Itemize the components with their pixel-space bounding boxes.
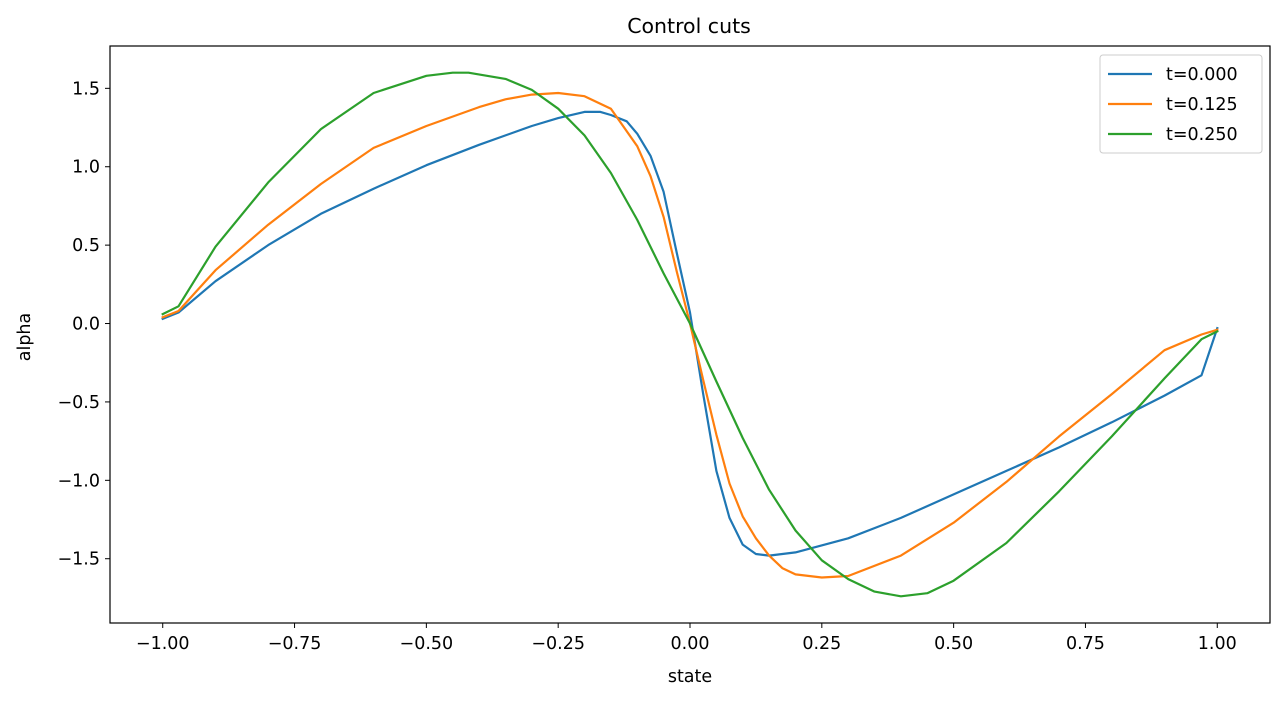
y-tick-label: −0.5 <box>58 393 101 413</box>
x-tick-label: 0.50 <box>934 634 973 654</box>
y-tick-label: 0.5 <box>72 236 100 256</box>
y-tick-label: 1.0 <box>72 158 100 178</box>
plot-area <box>109 45 1271 624</box>
x-tick-label: −1.00 <box>136 634 190 654</box>
y-axis: 1.5 1.0 0.5 0.0 −0.5 −1.0 −1.5 <box>58 79 110 570</box>
legend-label: t=0.125 <box>1166 95 1238 115</box>
y-axis-label: alpha <box>15 313 35 362</box>
y-tick-label: −1.0 <box>58 471 101 491</box>
x-tick-label: −0.50 <box>400 634 454 654</box>
y-tick-label: 1.5 <box>72 79 100 99</box>
series-line-1 <box>161 110 1219 557</box>
x-tick-label: −0.25 <box>531 634 585 654</box>
x-tick-label: 0.25 <box>802 634 841 654</box>
legend-frame <box>1099 54 1263 154</box>
x-axis: −1.00 −0.75 −0.50 −0.25 0.00 0.25 0.50 0.75 1.00 <box>136 623 1237 654</box>
series-layer <box>161 71 1219 598</box>
legend: t=0.000 t=0.125 t=0.250 <box>1099 54 1263 154</box>
series-line-3 <box>161 71 1219 598</box>
legend-label: t=0.250 <box>1166 125 1238 145</box>
plot-frame <box>109 45 1271 624</box>
series-line-2 <box>161 91 1219 579</box>
chart-title: Control cuts <box>627 14 751 38</box>
legend-label: t=0.000 <box>1166 65 1238 85</box>
x-tick-label: 0.00 <box>671 634 710 654</box>
x-axis-label: state <box>668 667 712 687</box>
y-tick-label: 0.0 <box>72 315 100 335</box>
legend-items: t=0.000 t=0.125 t=0.250 <box>1108 65 1238 145</box>
y-tick-label: −1.5 <box>58 550 101 570</box>
x-tick-label: 0.75 <box>1066 634 1105 654</box>
x-tick-label: −0.75 <box>268 634 322 654</box>
x-tick-label: 1.00 <box>1198 634 1237 654</box>
